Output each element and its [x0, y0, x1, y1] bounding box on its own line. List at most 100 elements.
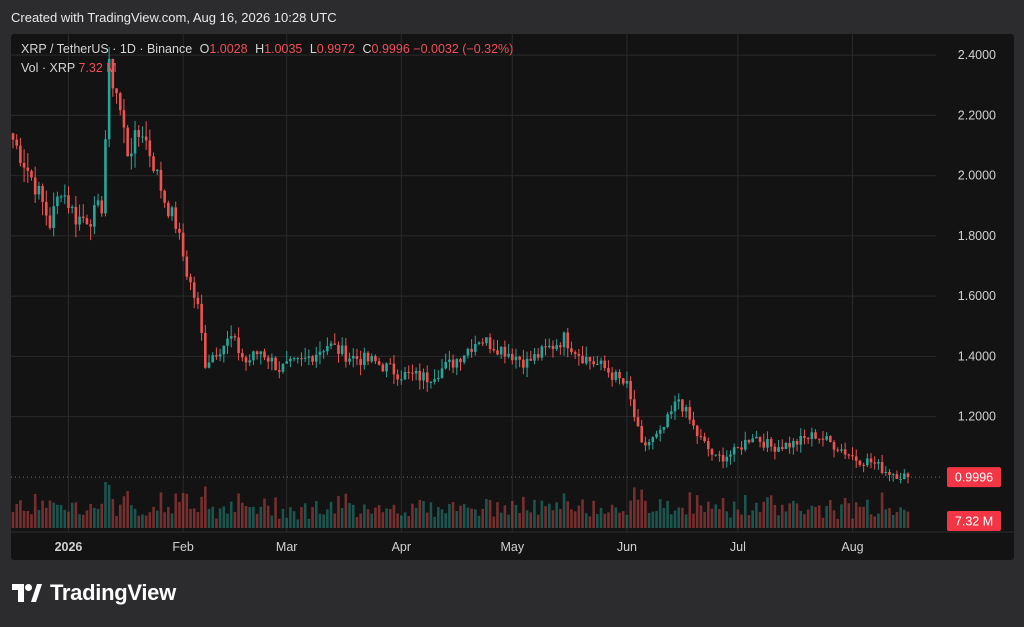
- candle-body: [714, 454, 717, 456]
- candle-body: [640, 426, 644, 443]
- candle-body: [448, 359, 451, 362]
- legend-high-label: H: [255, 42, 265, 56]
- legend-volume-row: Vol · XRP 7.32 M: [21, 59, 513, 78]
- candle-body: [285, 361, 288, 364]
- volume-bar: [311, 507, 314, 528]
- tradingview-logo[interactable]: TradingView: [12, 580, 176, 606]
- volume-bar: [37, 509, 41, 528]
- legend-change: −0.0032 (−0.32%): [413, 42, 514, 56]
- y-tick-label: 1.8000: [958, 229, 996, 243]
- volume-bar: [189, 508, 192, 528]
- candle-body: [30, 170, 33, 178]
- volume-bar: [241, 502, 244, 528]
- volume-bar: [385, 508, 388, 528]
- candle-body: [547, 345, 551, 348]
- volume-bar: [743, 495, 747, 528]
- candle-body: [670, 411, 673, 415]
- tradingview-logo-text: TradingView: [50, 580, 176, 605]
- candle-body: [170, 207, 174, 217]
- candle-body: [736, 447, 740, 449]
- candle-body: [155, 169, 159, 172]
- candle-body: [104, 139, 107, 214]
- candle-body: [296, 358, 300, 360]
- volume-bar: [899, 507, 902, 528]
- candle-body: [562, 332, 566, 348]
- candle-body: [485, 337, 488, 344]
- candle-body: [792, 440, 795, 448]
- volume-badge-label: 7.32 M: [955, 515, 993, 529]
- legend-volume-label[interactable]: Vol · XRP: [21, 61, 75, 75]
- candle-body: [666, 414, 669, 427]
- candle-body: [263, 351, 266, 358]
- volume-bar: [74, 502, 78, 528]
- volume-bar: [499, 512, 503, 528]
- candle-body: [363, 352, 366, 366]
- candle-body: [388, 363, 392, 365]
- volume-bar: [326, 509, 329, 528]
- candle-body: [673, 401, 677, 412]
- volume-bar: [492, 516, 496, 528]
- volume-bar: [725, 511, 729, 528]
- volume-bar: [610, 504, 614, 528]
- candle-body: [200, 303, 203, 333]
- candle-body: [118, 93, 122, 111]
- chart-panel[interactable]: 2.4000 2.2000 2.0000 1.8000 1.6000 1.4000 1.20…: [11, 34, 1014, 560]
- volume-bar: [448, 503, 451, 528]
- candle-body: [19, 145, 22, 163]
- volume-bar: [806, 509, 810, 528]
- volume-bar: [496, 502, 499, 528]
- volume-bar: [714, 504, 717, 528]
- candle-body: [396, 374, 399, 380]
- volume-bar: [329, 501, 333, 528]
- volume-bar: [407, 516, 411, 528]
- candle-body: [729, 454, 732, 457]
- candle-body: [311, 356, 314, 362]
- candle-body: [843, 449, 847, 455]
- x-tick-label: May: [500, 540, 524, 554]
- volume-bar: [455, 511, 459, 528]
- legend-symbol[interactable]: XRP / TetherUS · 1D · Binance: [21, 42, 193, 56]
- volume-bar: [729, 517, 732, 528]
- volume-bar: [607, 512, 610, 528]
- volume-bar: [15, 503, 18, 528]
- candle-body: [326, 345, 329, 352]
- candle-body: [877, 462, 880, 464]
- candle-body: [385, 363, 388, 372]
- volume-bar: [829, 500, 832, 528]
- volume-bar: [832, 510, 836, 528]
- candle-body: [418, 371, 422, 381]
- volume-bar: [866, 499, 869, 528]
- candle-body: [858, 460, 862, 465]
- volume-bar: [718, 509, 721, 528]
- volume-bar: [204, 486, 207, 528]
- candle-body: [67, 195, 70, 209]
- x-tick-label: Apr: [392, 540, 411, 554]
- volume-bar: [584, 513, 588, 528]
- y-tick-label: 1.6000: [958, 289, 996, 303]
- candle-body: [880, 462, 884, 473]
- candle-body: [499, 346, 503, 355]
- price-chart[interactable]: 2.4000 2.2000 2.0000 1.8000 1.6000 1.4000 1.20…: [11, 34, 1014, 560]
- candle-body: [211, 355, 215, 363]
- candle-body: [655, 433, 658, 438]
- candle-body: [392, 363, 396, 375]
- volume-bar: [440, 509, 444, 528]
- volume-bar: [547, 503, 551, 528]
- volume-bar: [529, 512, 533, 528]
- candle-body: [895, 474, 899, 479]
- volume-bar: [525, 510, 529, 528]
- legend-high-value: 1.0035: [264, 42, 303, 56]
- volume-bar: [777, 515, 780, 528]
- candle-body: [851, 455, 854, 457]
- volume-bar: [573, 511, 577, 528]
- volume-bar: [640, 489, 644, 528]
- volume-bar: [488, 499, 492, 528]
- volume-bar: [170, 513, 174, 528]
- volume-bar: [333, 513, 337, 528]
- legend-open-label: O: [199, 42, 210, 56]
- candle-body: [529, 358, 533, 361]
- candle-body: [477, 342, 481, 344]
- candle-body: [252, 351, 255, 361]
- volume-bar: [555, 502, 558, 528]
- volume-bar: [869, 514, 873, 528]
